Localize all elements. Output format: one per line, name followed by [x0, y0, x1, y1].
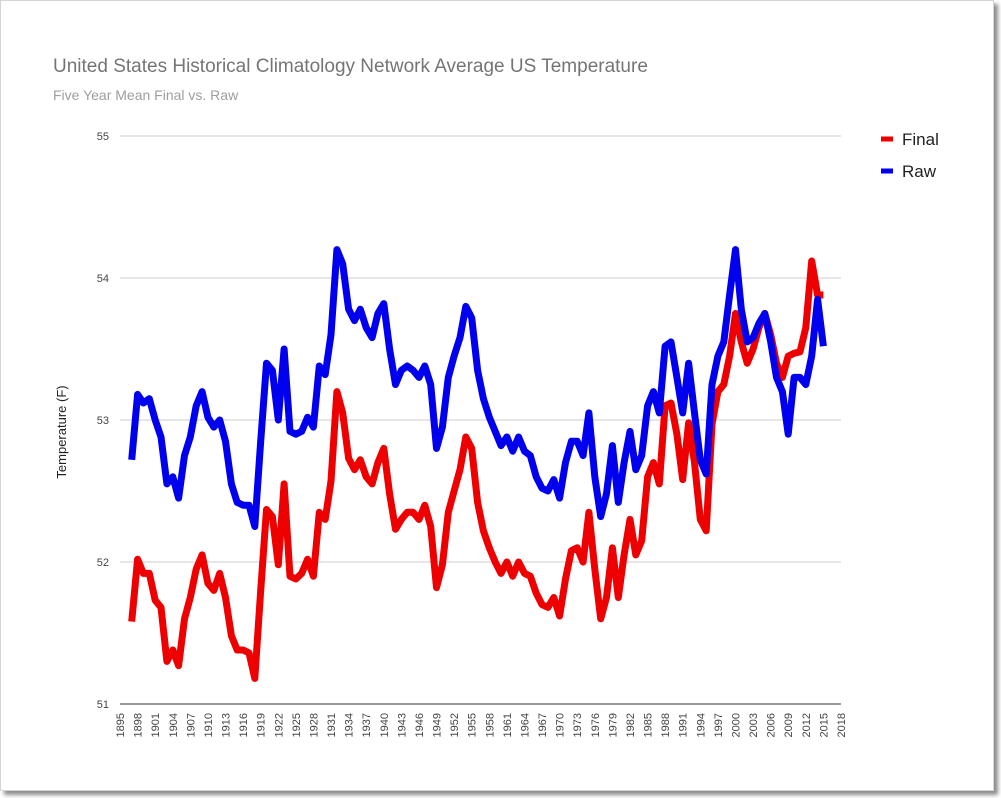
x-tick-label: 2018: [836, 713, 848, 737]
x-tick-label: 1982: [625, 713, 637, 737]
x-tick-label: 1931: [326, 713, 338, 737]
x-tick-label: 1928: [308, 713, 320, 737]
x-tick-label: 1934: [344, 713, 356, 737]
chart-subtitle: Five Year Mean Final vs. Raw: [53, 87, 239, 103]
x-tick-label: 1946: [414, 713, 426, 737]
x-axis-ticks: 1895 1898 1901 1904 1907 1910 1913 1916 1919 1922…: [115, 713, 848, 737]
x-tick-label: 1976: [590, 713, 602, 737]
y-tick-label: 54: [97, 273, 109, 285]
y-tick-label: 52: [97, 557, 109, 569]
x-tick-label: 2012: [801, 713, 813, 737]
x-tick-label: 1940: [379, 713, 391, 737]
x-tick-label: 1898: [133, 713, 145, 737]
x-tick-label: 2009: [783, 713, 795, 737]
x-tick-label: 1916: [238, 713, 250, 737]
chart-title: United States Historical Climatology Net…: [53, 56, 648, 77]
x-tick-label: 1904: [168, 713, 180, 737]
x-tick-label: 2000: [730, 713, 742, 737]
x-tick-label: 1988: [660, 713, 672, 737]
x-tick-label: 1943: [396, 713, 408, 737]
y-tick-label: 53: [97, 415, 109, 427]
legend: Final Raw: [881, 130, 939, 181]
x-tick-label: 1907: [185, 713, 197, 737]
x-tick-label: 1922: [273, 713, 285, 737]
series-line-raw: [128, 246, 827, 530]
legend-label-raw: Raw: [902, 162, 937, 181]
x-tick-label: 1985: [643, 713, 655, 737]
y-tick-label: 51: [97, 699, 109, 711]
x-tick-label: 1955: [467, 713, 479, 737]
x-tick-label: 1991: [678, 713, 690, 737]
x-tick-label: 1961: [502, 713, 514, 737]
x-tick-label: 1979: [607, 713, 619, 737]
x-tick-label: 1901: [150, 713, 162, 737]
x-tick-label: 1925: [291, 713, 303, 737]
gridlines: [120, 135, 841, 705]
y-axis-ticks: 51 52 53 54 55: [97, 131, 109, 711]
x-tick-label: 2006: [766, 713, 778, 737]
x-tick-label: 1937: [361, 713, 373, 737]
legend-label-final: Final: [902, 130, 939, 149]
series-line-final: [128, 257, 824, 682]
x-tick-label: 2003: [748, 713, 760, 737]
x-tick-label: 1895: [115, 713, 127, 737]
y-tick-label: 55: [97, 131, 109, 143]
x-tick-label: 1973: [572, 713, 584, 737]
x-tick-label: 2015: [818, 713, 830, 737]
x-tick-label: 1970: [555, 713, 567, 737]
x-tick-label: 1997: [713, 713, 725, 737]
y-axis-label: Temperature (F): [54, 385, 69, 478]
x-tick-label: 1964: [519, 713, 531, 737]
series-lines: [128, 246, 827, 682]
x-tick-label: 1913: [221, 713, 233, 737]
x-tick-label: 1910: [203, 713, 215, 737]
x-tick-label: 1994: [695, 713, 707, 737]
x-tick-label: 1949: [432, 713, 444, 737]
line-chart: United States Historical Climatology Net…: [53, 56, 939, 737]
x-tick-label: 1967: [537, 713, 549, 737]
x-tick-label: 1919: [256, 713, 268, 737]
x-tick-label: 1958: [484, 713, 496, 737]
x-tick-label: 1952: [449, 713, 461, 737]
